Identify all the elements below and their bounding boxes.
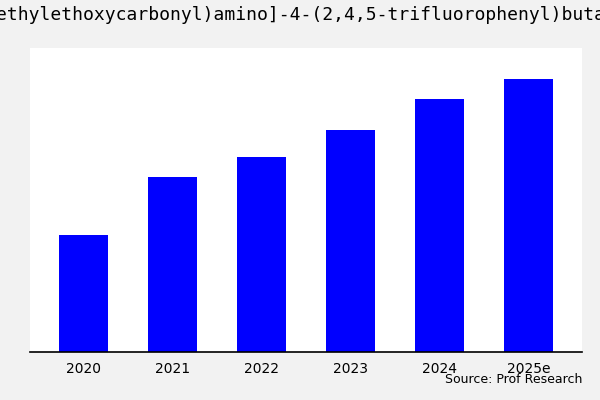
Text: (3R)-3-[(1,1-Dimethylethoxycarbonyl)amino]-4-(2,4,5-trifluorophenyl)butanoic aci: (3R)-3-[(1,1-Dimethylethoxycarbonyl)amin… xyxy=(0,6,600,24)
Bar xyxy=(59,235,108,352)
Bar xyxy=(504,79,553,352)
Text: Source: Prof Research: Source: Prof Research xyxy=(445,373,582,386)
Bar xyxy=(326,130,375,352)
Bar xyxy=(237,157,286,352)
Bar xyxy=(148,177,197,352)
Bar xyxy=(415,99,464,352)
